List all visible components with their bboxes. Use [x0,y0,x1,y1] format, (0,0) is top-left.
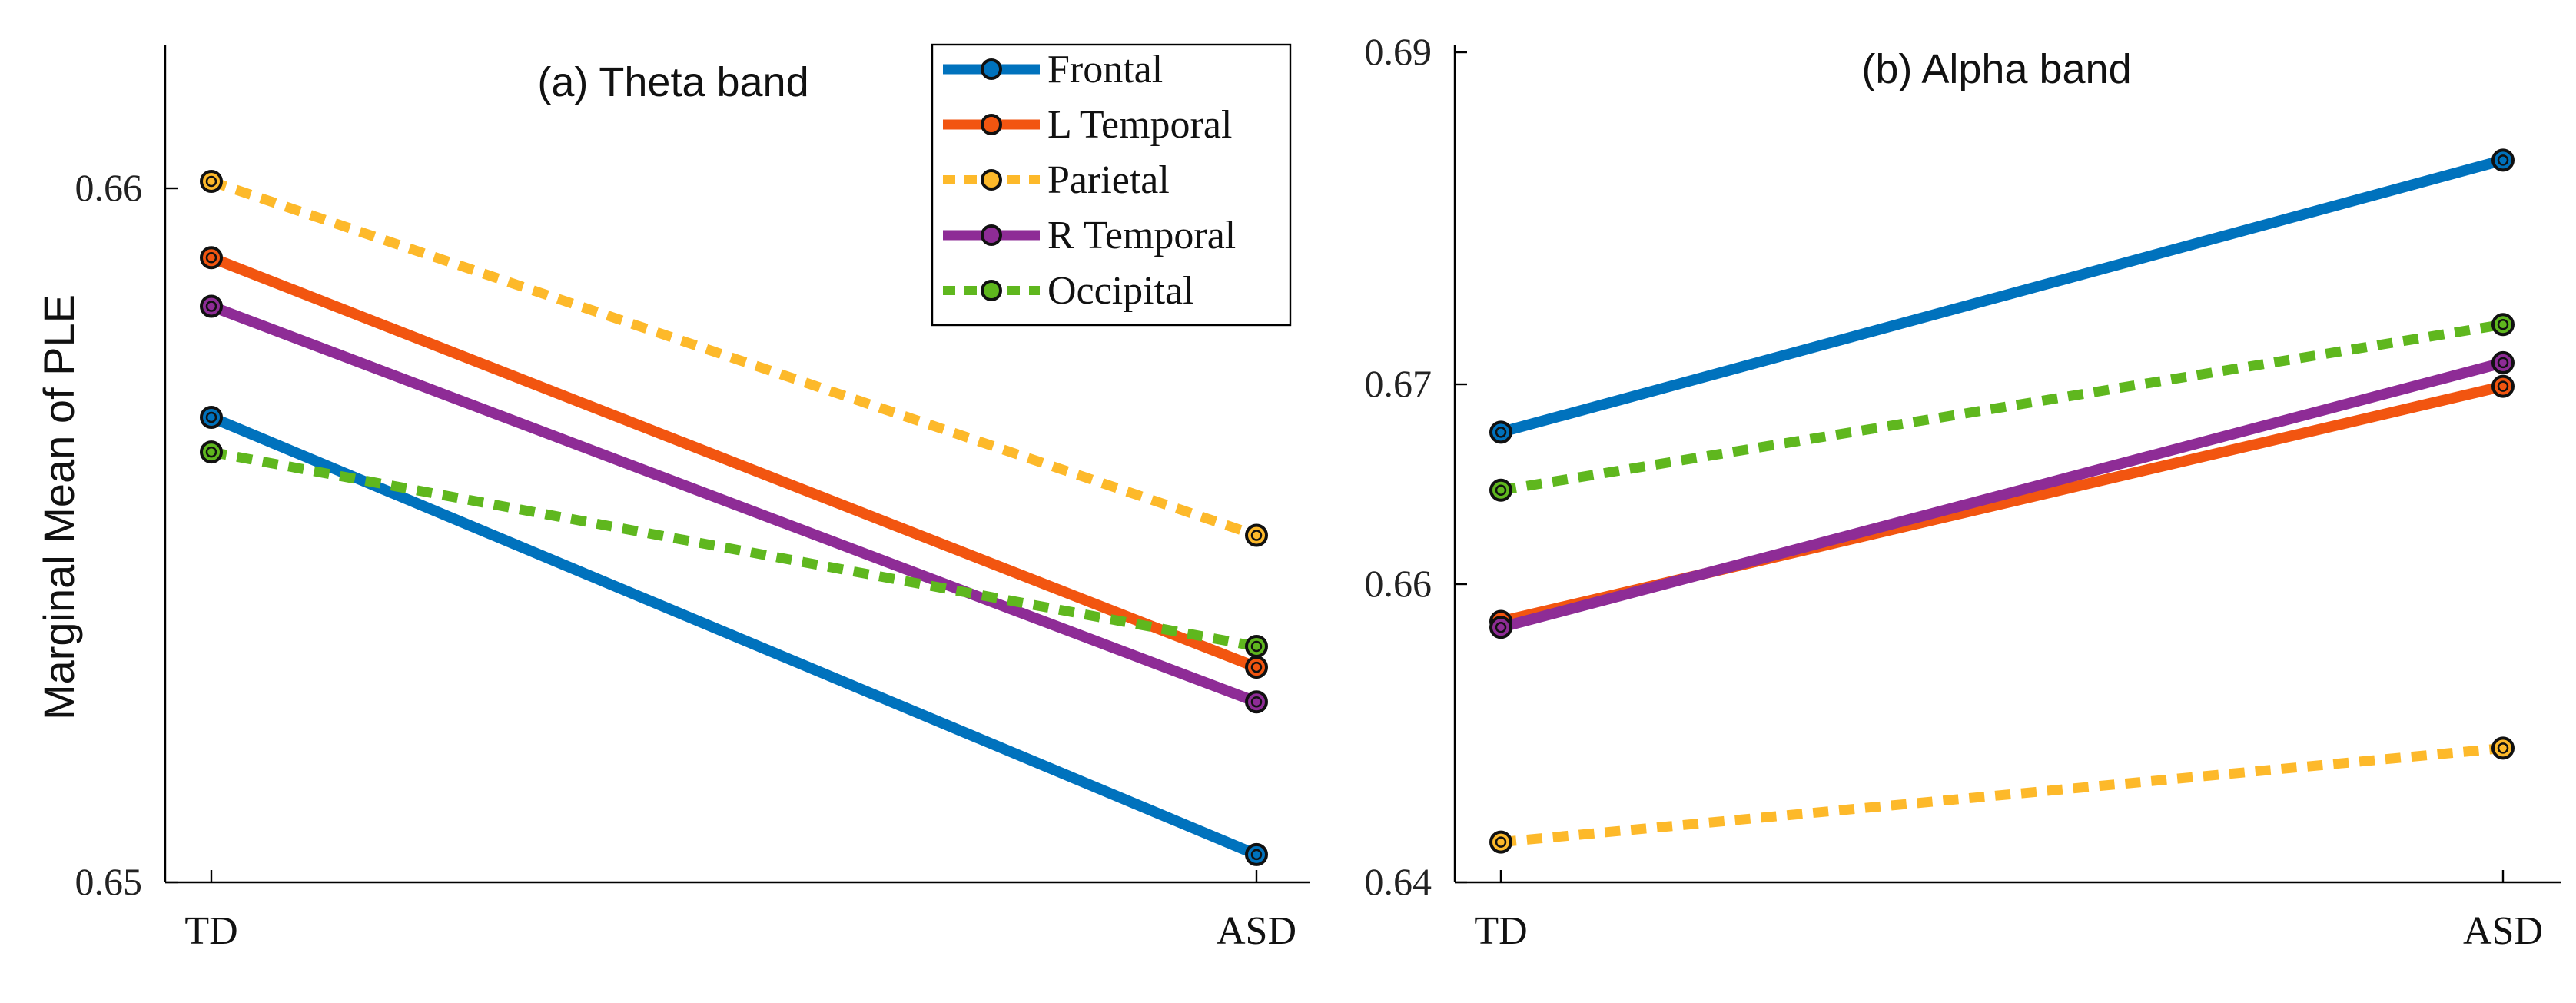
marker-parietal-td [1489,830,1512,854]
legend-label-r-temporal: R Temporal [1047,214,1236,257]
legend-label-occipital: Occipital [1047,269,1194,313]
chart-title: (b) Alpha band [1861,46,2131,92]
marker-ring-occipital [1250,640,1263,653]
marker-r-temporal-td [200,294,223,318]
y-tick-label: 0.66 [1365,562,1432,605]
panel-theta: 0.65 0.66 TD ASD (a) Theta band [75,45,1310,953]
marker-ring-l-temporal [205,252,217,264]
series-line-frontal [1499,154,2505,438]
legend-marker-frontal [981,58,1002,80]
marker-ring-frontal [2497,154,2509,166]
marker-occipital-td [200,440,223,464]
series-line-parietal [1500,742,2504,848]
marker-frontal-td [1489,420,1512,444]
marker-l-temporal-asd [1245,656,1268,679]
marker-frontal-asd [1245,842,1268,866]
marker-ring-parietal [205,175,217,188]
marker-ring-r-temporal [1495,622,1507,633]
y-tick-label: 0.69 [1365,30,1432,73]
y-axis-label: Marginal Mean of PLE [35,294,83,720]
marker-ring-r-temporal [2497,357,2509,369]
panel-alpha: 0.64 0.66 0.67 0.69 TD ASD (b) Alpha band [1365,30,2561,953]
marker-ring-r-temporal [205,301,217,312]
marker-r-temporal-asd [1245,690,1268,714]
y-tick-label: 0.66 [75,166,143,209]
marker-occipital-asd [1245,634,1268,658]
marker-ring-frontal [1495,427,1507,438]
marker-ring-l-temporal [1250,661,1263,673]
x-tick-label-td: TD [184,909,237,953]
series-line-occipital [1499,319,2505,496]
series-line-frontal [209,412,1259,860]
marker-occipital-td [1489,478,1512,502]
x-tick-label-td: TD [1474,909,1527,953]
marker-ring-frontal [1250,849,1263,861]
marker-ring-occipital [1495,484,1507,497]
series-line-r-temporal [209,301,1259,707]
legend-label-frontal: Frontal [1047,48,1163,91]
legend-label-parietal: Parietal [1047,158,1170,202]
marker-ring-r-temporal [1250,696,1263,708]
y-tick-label: 0.65 [75,860,143,903]
marker-ring-occipital [205,446,217,458]
x-tick-label-asd: ASD [2463,909,2543,953]
series-line-occipital [210,447,1258,652]
marker-ring-parietal [1250,530,1263,541]
marker-parietal-td [200,169,223,193]
marker-ring-parietal [2497,742,2509,754]
x-tick-label-asd: ASD [1217,909,1296,953]
series-line-r-temporal [1499,357,2505,633]
marker-l-temporal-asd [2491,374,2515,398]
marker-parietal-asd [2491,736,2515,760]
marker-ring-occipital [2497,318,2509,330]
marker-l-temporal-td [200,246,223,270]
marker-parietal-asd [1245,523,1268,547]
chart-title: (a) Theta band [537,59,808,105]
series-line-l-temporal [209,252,1259,673]
marker-ring-parietal [1495,836,1507,848]
series-line-parietal [209,176,1259,540]
marker-frontal-asd [2491,148,2515,172]
legend-marker-parietal [981,169,1002,191]
marker-frontal-td [200,405,223,429]
legend-marker-l-temporal [981,114,1002,135]
marker-r-temporal-td [1489,616,1512,639]
y-tick-label: 0.67 [1365,362,1432,405]
marker-occipital-asd [2491,313,2515,337]
legend-marker-r-temporal [981,224,1002,246]
marker-ring-l-temporal [2497,380,2509,392]
legend: Frontal L Temporal Parietal R Temporal Occip… [931,43,1292,327]
marker-ring-frontal [205,411,217,423]
legend-label-l-temporal: L Temporal [1047,103,1232,147]
marker-r-temporal-asd [2491,350,2515,374]
legend-marker-occipital [981,280,1002,301]
y-tick-label: 0.64 [1365,860,1432,903]
